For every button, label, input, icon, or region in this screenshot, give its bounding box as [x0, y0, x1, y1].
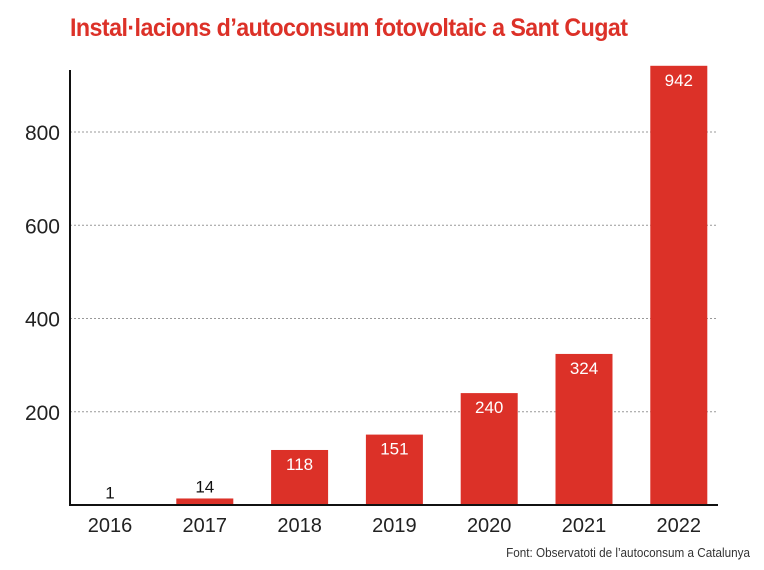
x-tick-label: 2022	[657, 515, 702, 537]
source-note: Font: Observatoti de l’autoconsum a Cata…	[506, 545, 750, 560]
data-label: 1	[105, 484, 114, 503]
bar-2018	[271, 449, 329, 505]
y-tick-label: 600	[25, 215, 60, 238]
data-label: 118	[286, 455, 313, 474]
bar-2017	[176, 498, 234, 505]
x-tick-label: 2017	[183, 515, 228, 537]
data-label: 151	[380, 440, 408, 459]
x-tick-label: 2019	[372, 515, 417, 537]
x-tick-label: 2020	[467, 515, 512, 537]
chart-title: Instal·lacions d’autoconsum fotovoltaic …	[70, 14, 628, 42]
y-tick-label: 800	[25, 122, 60, 145]
y-tick-label: 400	[25, 309, 60, 332]
data-label: 240	[475, 398, 503, 417]
data-label: 14	[195, 477, 214, 496]
x-tick-label: 2018	[277, 515, 322, 537]
data-label: 942	[665, 71, 693, 90]
bar-2022	[650, 65, 708, 505]
data-label: 324	[570, 359, 598, 378]
x-tick-label: 2016	[88, 515, 133, 537]
bar-2020	[460, 393, 518, 505]
bar-2021	[555, 353, 613, 505]
bar-2019	[365, 434, 423, 505]
y-tick-label: 200	[25, 402, 60, 425]
x-tick-label: 2021	[562, 515, 607, 537]
